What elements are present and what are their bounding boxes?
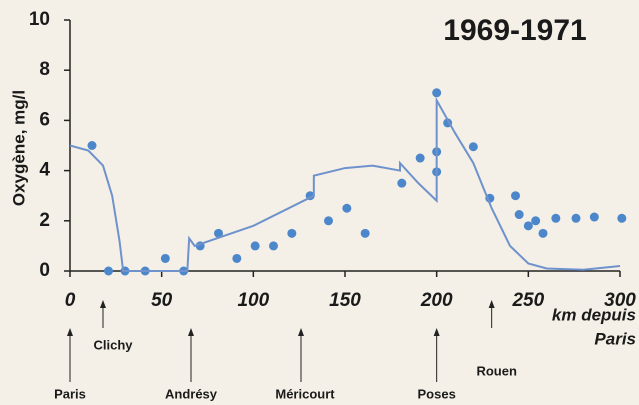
arrow-head: [67, 328, 73, 336]
x-tick-label: 0: [65, 290, 76, 311]
annotation: Poses: [418, 386, 456, 401]
y-tick-label: 2: [39, 210, 50, 231]
data-point: [160, 253, 170, 263]
data-point: [342, 203, 352, 213]
x-tick-label: 250: [511, 290, 544, 311]
data-point: [571, 213, 581, 223]
data-point: [538, 228, 548, 238]
data-point: [269, 241, 278, 251]
arrow-head: [188, 328, 194, 336]
y-tick-label: 4: [39, 160, 50, 181]
annotation: Paris: [54, 386, 86, 401]
data-point: [287, 228, 297, 238]
x-tick-label: 100: [237, 290, 269, 311]
annotation: Andrésy: [165, 386, 218, 401]
arrow-head: [488, 300, 495, 308]
y-tick-label: 10: [29, 9, 50, 30]
data-point: [232, 253, 242, 263]
arrow-head: [298, 328, 304, 336]
data-point: [214, 228, 223, 238]
chart-title: 1969-1971: [443, 14, 586, 47]
y-tick-label: 8: [39, 59, 50, 80]
data-point: [324, 216, 333, 226]
data-point: [617, 213, 627, 223]
y-tick-label: 0: [39, 260, 50, 281]
data-point: [551, 213, 561, 223]
y-tick-label: 6: [39, 109, 50, 130]
data-point: [511, 191, 520, 201]
y-axis-label: Oxygène, mg/l: [9, 90, 28, 206]
data-point: [87, 141, 97, 150]
data-point: [250, 241, 260, 251]
x-axis-label: Paris: [594, 329, 636, 348]
data-point: [589, 212, 599, 222]
data-point: [468, 142, 478, 152]
data-point: [432, 88, 442, 98]
annotation: Clichy: [93, 337, 133, 352]
x-tick-label: 300: [604, 290, 636, 311]
data-point: [531, 216, 541, 226]
data-point: [397, 178, 407, 188]
data-point: [360, 228, 370, 238]
x-tick-label: 150: [329, 290, 361, 311]
arrow-head: [100, 300, 106, 308]
x-tick-label: 50: [151, 290, 173, 311]
annotation: Rouen: [476, 363, 517, 378]
annotation: Méricourt: [275, 386, 335, 401]
x-axis-label: km depuis: [552, 305, 636, 324]
model-line: [69, 96, 621, 272]
x-tick-label: 200: [420, 290, 453, 311]
arrow-head: [433, 328, 440, 336]
data-point: [104, 266, 113, 276]
data-point: [523, 221, 533, 231]
data-point: [514, 210, 524, 220]
data-point: [415, 153, 425, 163]
